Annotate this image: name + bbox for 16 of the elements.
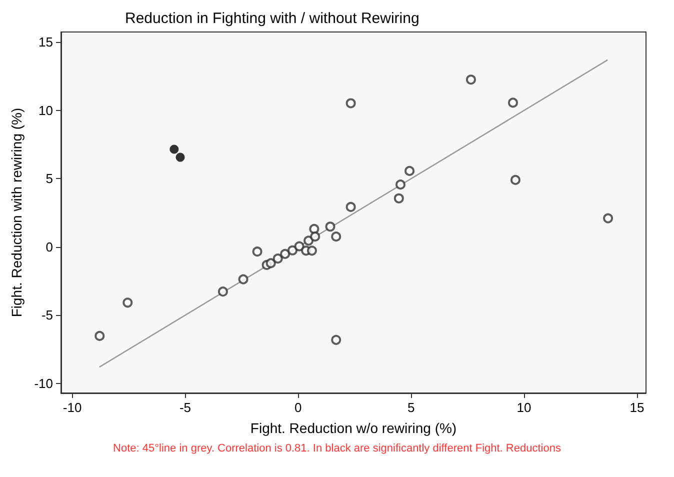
y-tick-label: 15 — [38, 34, 53, 50]
x-tick-label: 5 — [407, 400, 415, 415]
x-tick-label: 15 — [630, 400, 644, 415]
text: Note: 45°line in grey. Correlation is 0.81. In black are significantly different Fight. Reductions — [113, 442, 562, 454]
x-axis-title: Fight. Reduction w/o rewiring (%) — [250, 420, 457, 436]
y-tick-label: 5 — [46, 171, 53, 186]
y-axis-title: Fight. Reduction with rewiring (%) — [8, 108, 24, 318]
y-tick-label: -10 — [34, 376, 53, 391]
x-tick-label: 10 — [516, 400, 532, 415]
y-tick-label: -5 — [41, 308, 53, 323]
y-tick-label: 0 — [46, 239, 53, 254]
y-tick-label: 10 — [38, 102, 53, 118]
x-tick-label: -5 — [179, 400, 192, 415]
chart-title: Reduction in Fighting with / without Rewiring — [125, 10, 420, 27]
x-tick-label: -10 — [62, 400, 82, 415]
x-tick-label: 0 — [294, 400, 302, 415]
